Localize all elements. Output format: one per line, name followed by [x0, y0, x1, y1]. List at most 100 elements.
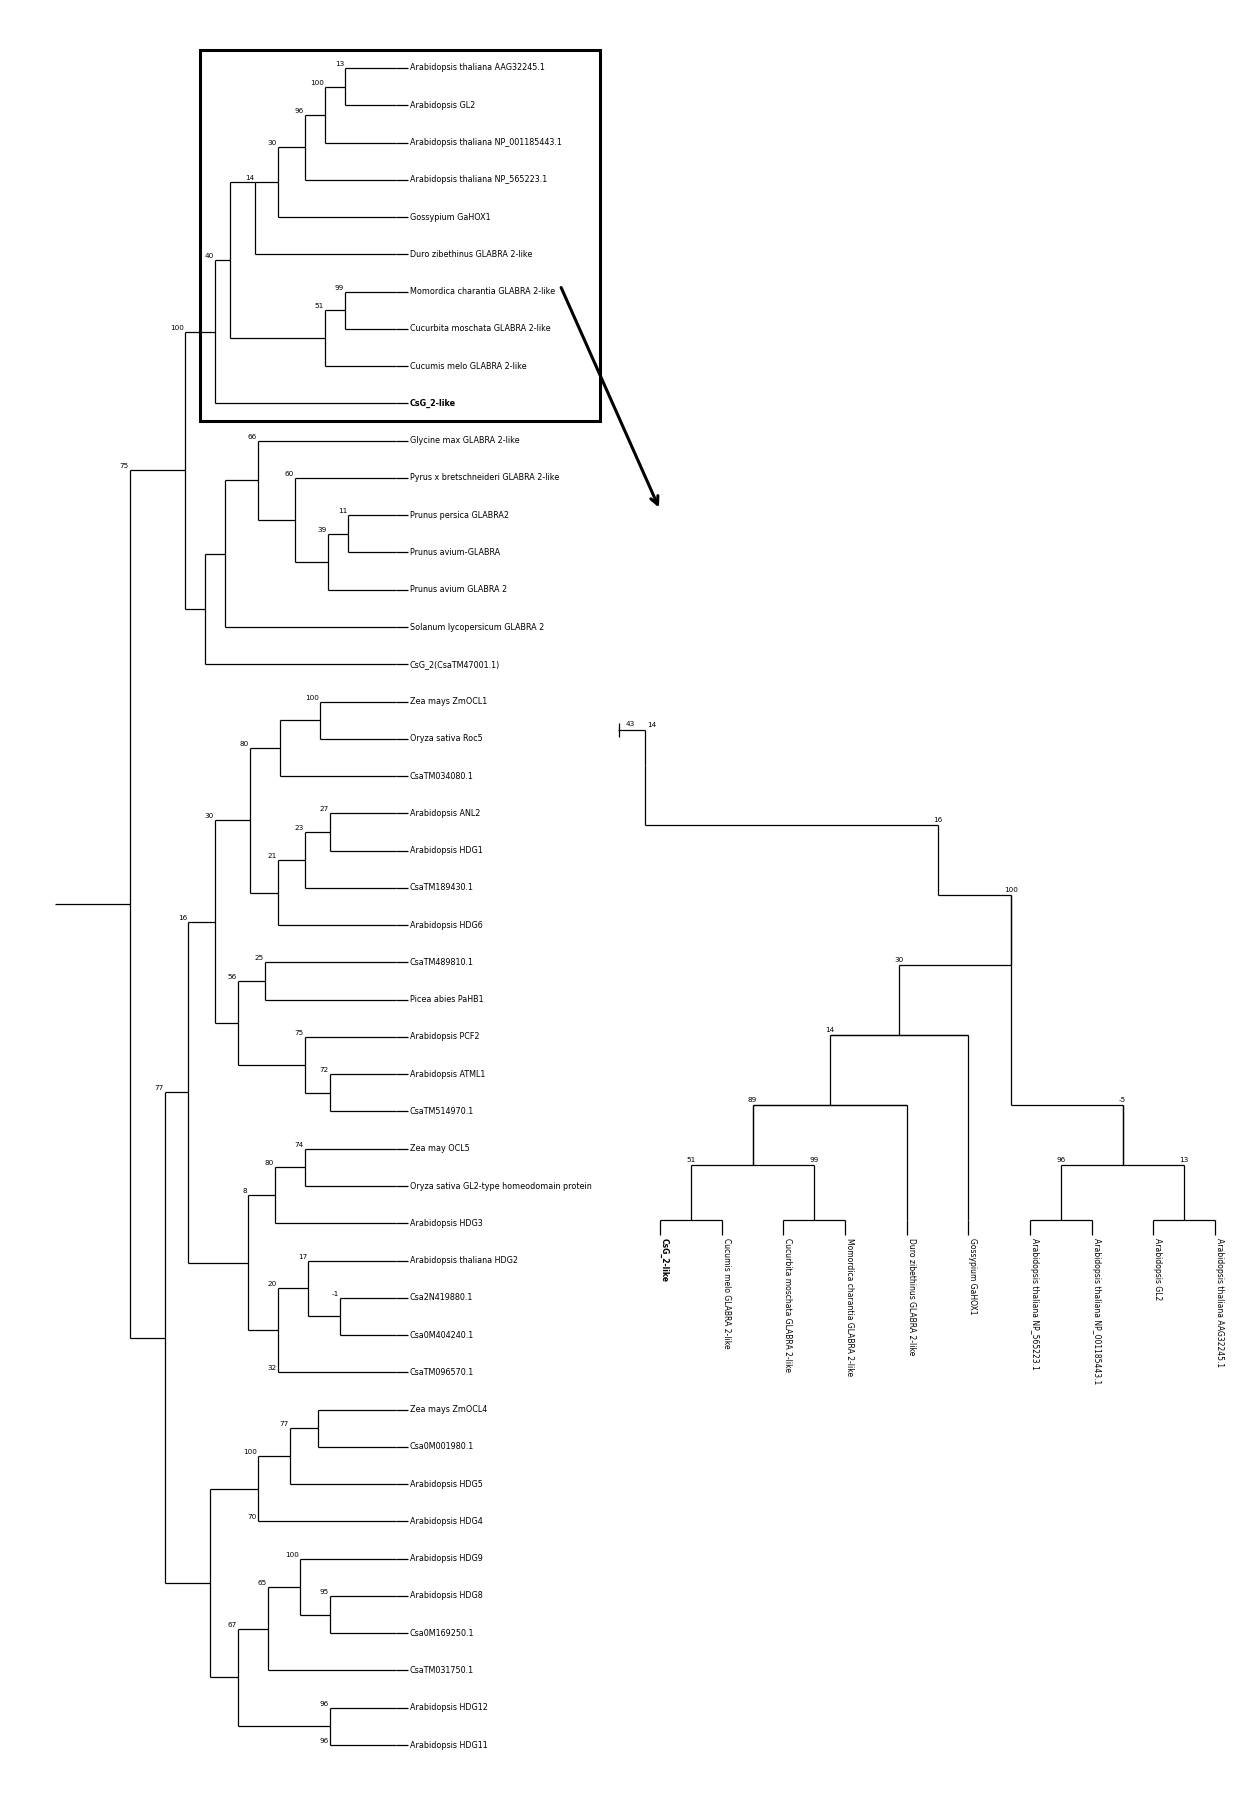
Text: 27: 27 [320, 807, 329, 812]
Text: Arabidopsis ANL2: Arabidopsis ANL2 [410, 809, 480, 818]
Text: 30: 30 [205, 814, 215, 819]
Text: Cucurbita moschata GLABRA 2-like: Cucurbita moschata GLABRA 2-like [410, 324, 551, 333]
Text: 13: 13 [335, 61, 343, 67]
Text: 17: 17 [298, 1253, 308, 1259]
Text: 89: 89 [748, 1097, 758, 1102]
Text: Cucurbita moschata GLABRA 2-like: Cucurbita moschata GLABRA 2-like [784, 1237, 792, 1372]
Text: Arabidopsis thaliana AAG32245.1: Arabidopsis thaliana AAG32245.1 [1215, 1237, 1224, 1367]
Text: Momordica charantia GLABRA 2-like: Momordica charantia GLABRA 2-like [844, 1237, 854, 1376]
Text: Gossypium GaHOX1: Gossypium GaHOX1 [410, 213, 491, 222]
Text: CsaTM514970.1: CsaTM514970.1 [410, 1108, 474, 1117]
Text: 40: 40 [205, 254, 215, 259]
Text: Picea abies PaHB1: Picea abies PaHB1 [410, 996, 484, 1005]
Text: 96: 96 [320, 1738, 329, 1743]
Text: Arabidopsis thaliana NP_565223.1: Arabidopsis thaliana NP_565223.1 [1030, 1237, 1039, 1371]
Text: Csa2N419880.1: Csa2N419880.1 [410, 1293, 474, 1302]
Text: 14: 14 [647, 722, 656, 728]
Text: 100: 100 [243, 1450, 257, 1455]
Text: Arabidopsis thaliana NP_001185443.1: Arabidopsis thaliana NP_001185443.1 [410, 139, 562, 148]
Text: Gossypium GaHOX1: Gossypium GaHOX1 [968, 1237, 977, 1315]
Text: Arabidopsis thaliana NP_565223.1: Arabidopsis thaliana NP_565223.1 [410, 175, 547, 184]
Text: Arabidopsis HDG4: Arabidopsis HDG4 [410, 1516, 482, 1525]
Text: -5: -5 [1118, 1097, 1126, 1102]
Text: Csa0M001980.1: Csa0M001980.1 [410, 1443, 474, 1452]
Text: 70: 70 [248, 1515, 257, 1520]
Text: Duro zibethinus GLABRA 2-like: Duro zibethinus GLABRA 2-like [410, 250, 532, 259]
Text: Csa0M169250.1: Csa0M169250.1 [410, 1628, 475, 1637]
Text: Arabidopsis HDG3: Arabidopsis HDG3 [410, 1219, 482, 1228]
Text: 77: 77 [155, 1086, 164, 1091]
Text: Csa0M404240.1: Csa0M404240.1 [410, 1331, 474, 1340]
Text: -1: -1 [332, 1291, 339, 1297]
Text: 66: 66 [248, 434, 257, 439]
Text: Zea may OCL5: Zea may OCL5 [410, 1144, 470, 1153]
Text: 21: 21 [268, 854, 277, 859]
Text: Arabidopsis HDG6: Arabidopsis HDG6 [410, 920, 482, 929]
Text: 100: 100 [170, 324, 184, 331]
Text: 13: 13 [1179, 1156, 1189, 1163]
Text: Solanum lycopersicum GLABRA 2: Solanum lycopersicum GLABRA 2 [410, 623, 544, 632]
Text: 67: 67 [228, 1621, 237, 1628]
Text: 16: 16 [932, 818, 942, 823]
Text: CsaTM096570.1: CsaTM096570.1 [410, 1367, 474, 1376]
Text: 100: 100 [1004, 888, 1018, 893]
Text: Cucumis melo GLABRA 2-like: Cucumis melo GLABRA 2-like [410, 362, 527, 371]
Text: 56: 56 [228, 974, 237, 980]
Text: Prunus avium GLABRA 2: Prunus avium GLABRA 2 [410, 585, 507, 594]
Text: 100: 100 [305, 695, 319, 701]
Text: 96: 96 [1056, 1156, 1065, 1163]
Text: Arabidopsis thaliana AAG32245.1: Arabidopsis thaliana AAG32245.1 [410, 63, 544, 72]
Text: CsG_2(CsaTM47001.1): CsG_2(CsaTM47001.1) [410, 659, 500, 668]
Text: Duro zibethinus GLABRA 2-like: Duro zibethinus GLABRA 2-like [906, 1237, 915, 1356]
Text: CsG_2-like: CsG_2-like [410, 398, 456, 409]
Text: Momordica charantia GLABRA 2-like: Momordica charantia GLABRA 2-like [410, 286, 556, 295]
Text: 51: 51 [686, 1156, 696, 1163]
Text: Arabidopsis ATML1: Arabidopsis ATML1 [410, 1070, 485, 1079]
Text: CsaTM489810.1: CsaTM489810.1 [410, 958, 474, 967]
Bar [200, 50, 600, 421]
Text: 75: 75 [295, 1030, 304, 1036]
Text: Arabidopsis GL2: Arabidopsis GL2 [410, 101, 475, 110]
Text: 80: 80 [239, 742, 249, 747]
Text: Arabidopsis HDG5: Arabidopsis HDG5 [410, 1480, 482, 1489]
Text: Arabidopsis GL2: Arabidopsis GL2 [1153, 1237, 1162, 1300]
Text: Arabidopsis HDG9: Arabidopsis HDG9 [410, 1554, 482, 1563]
Text: Glycine max GLABRA 2-like: Glycine max GLABRA 2-like [410, 436, 520, 445]
Text: CsaTM189430.1: CsaTM189430.1 [410, 882, 474, 891]
Text: 39: 39 [317, 528, 327, 533]
Text: 8: 8 [242, 1189, 247, 1194]
Text: Arabidopsis HDG1: Arabidopsis HDG1 [410, 846, 482, 855]
Text: 51: 51 [315, 303, 324, 310]
Text: Oryza sativa GL2-type homeodomain protein: Oryza sativa GL2-type homeodomain protei… [410, 1181, 591, 1190]
Text: Arabidopsis HDG8: Arabidopsis HDG8 [410, 1592, 482, 1601]
Text: CsaTM031750.1: CsaTM031750.1 [410, 1666, 474, 1675]
Text: 99: 99 [810, 1156, 818, 1163]
Text: Arabidopsis HDG12: Arabidopsis HDG12 [410, 1704, 487, 1713]
Text: 16: 16 [177, 915, 187, 920]
Text: Cucumis melo GLABRA 2-like: Cucumis melo GLABRA 2-like [722, 1237, 730, 1349]
Text: 20: 20 [268, 1282, 277, 1288]
Text: Zea mays ZmOCL1: Zea mays ZmOCL1 [410, 697, 487, 706]
Text: 32: 32 [268, 1365, 277, 1371]
Text: 77: 77 [280, 1421, 289, 1426]
Text: 65: 65 [258, 1579, 267, 1585]
Text: Prunus avium-GLABRA: Prunus avium-GLABRA [410, 548, 500, 557]
Text: 23: 23 [295, 825, 304, 830]
Text: 14: 14 [244, 175, 254, 182]
Text: 96: 96 [295, 108, 304, 113]
Text: 14: 14 [825, 1027, 835, 1034]
Text: Pyrus x bretschneideri GLABRA 2-like: Pyrus x bretschneideri GLABRA 2-like [410, 474, 559, 483]
Text: 30: 30 [894, 956, 904, 964]
Text: Arabidopsis thaliana NP_001185443.1: Arabidopsis thaliana NP_001185443.1 [1091, 1237, 1101, 1385]
Text: Prunus persica GLABRA2: Prunus persica GLABRA2 [410, 511, 508, 520]
Text: 74: 74 [295, 1142, 304, 1147]
Text: 30: 30 [268, 140, 277, 146]
Text: 96: 96 [320, 1700, 329, 1707]
Text: 100: 100 [310, 79, 324, 86]
Text: Arabidopsis thaliana HDG2: Arabidopsis thaliana HDG2 [410, 1255, 518, 1264]
Text: Arabidopsis HDG11: Arabidopsis HDG11 [410, 1740, 487, 1749]
Text: 11: 11 [337, 508, 347, 515]
Text: CsG_2-like: CsG_2-like [660, 1237, 670, 1282]
Text: Zea mays ZmOCL4: Zea mays ZmOCL4 [410, 1405, 487, 1414]
Text: 43: 43 [626, 720, 635, 728]
